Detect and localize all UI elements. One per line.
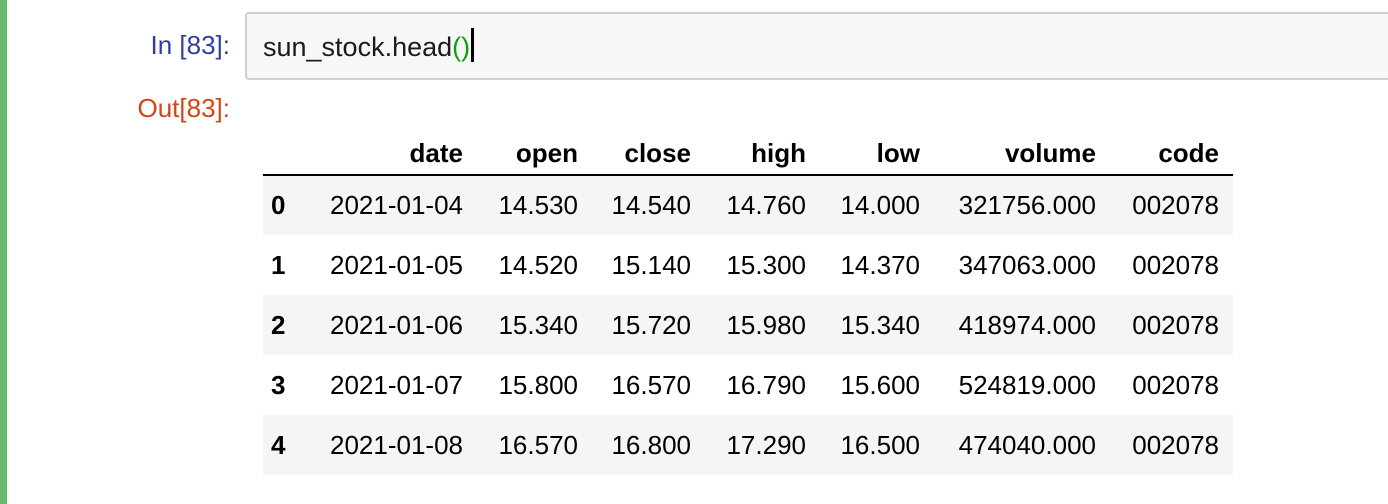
notebook-cell: In [83]: sun_stock.head() Out[83]: date …: [0, 12, 1388, 475]
table-row: 3 2021-01-07 15.800 16.570 16.790 15.600…: [263, 355, 1233, 415]
cell-high: 15.980: [726, 309, 806, 340]
cell-output-area: Out[83]: date open close high low volu: [0, 92, 1388, 475]
cell-open: 16.570: [498, 429, 578, 460]
cell-date: 2021-01-04: [330, 190, 463, 220]
cell-input-area: In [83]: sun_stock.head(): [0, 12, 1388, 80]
column-header-code: code: [1110, 135, 1233, 176]
code-text: sun_stock.head: [263, 32, 453, 62]
column-header-high: high: [705, 135, 820, 176]
cell-low: 15.340: [840, 309, 920, 340]
table-row: 4 2021-01-08 16.570 16.800 17.290 16.500…: [263, 415, 1233, 475]
cell-date: 2021-01-05: [330, 249, 463, 280]
cell-low: 14.000: [840, 190, 920, 220]
column-header-close: close: [592, 135, 705, 176]
row-index: 0: [271, 190, 286, 220]
table-row: 2 2021-01-06 15.340 15.720 15.980 15.340…: [263, 295, 1233, 355]
cell-high: 14.760: [726, 190, 806, 220]
cell-open: 14.520: [498, 249, 578, 280]
cell-open: 14.530: [498, 190, 578, 220]
cell-close: 15.140: [611, 249, 691, 280]
cell-close: 14.540: [611, 190, 691, 220]
cell-volume: 524819.000: [958, 369, 1096, 400]
column-header-low: low: [820, 135, 934, 176]
cell-volume: 321756.000: [958, 190, 1096, 220]
column-header-volume: volume: [934, 135, 1110, 176]
row-index: 2: [271, 309, 286, 340]
row-index: 4: [271, 429, 286, 460]
column-header-open: open: [477, 135, 592, 176]
cell-low: 14.370: [840, 249, 920, 280]
dataframe-table: date open close high low volume code 0 2…: [263, 135, 1233, 475]
cell-close: 16.570: [611, 369, 691, 400]
cell-code: 002078: [1132, 249, 1219, 280]
code-editor[interactable]: sun_stock.head(): [245, 12, 1388, 80]
cell-low: 16.500: [840, 429, 920, 460]
cell-high: 17.290: [726, 429, 806, 460]
cell-code: 002078: [1132, 309, 1219, 340]
cell-code: 002078: [1132, 369, 1219, 400]
cell-close: 16.800: [611, 429, 691, 460]
cell-volume: 418974.000: [958, 309, 1096, 340]
cell-open: 15.800: [498, 369, 578, 400]
column-header-date: date: [297, 135, 477, 176]
selected-cell-edit-mode-bar: [0, 0, 7, 504]
table-row: 1 2021-01-05 14.520 15.140 15.300 14.370…: [263, 235, 1233, 295]
cell-code: 002078: [1132, 190, 1219, 220]
cell-date: 2021-01-06: [330, 309, 463, 340]
input-prompt: In [83]:: [150, 30, 231, 60]
cell-date: 2021-01-08: [330, 429, 463, 460]
cell-code: 002078: [1132, 429, 1219, 460]
cell-low: 15.600: [840, 369, 920, 400]
matching-brackets: (): [452, 32, 471, 62]
cell-close: 15.720: [611, 309, 691, 340]
cell-high: 16.790: [726, 369, 806, 400]
cell-high: 15.300: [726, 249, 806, 280]
table-header-row: date open close high low volume code: [263, 135, 1233, 176]
output-prompt: Out[83]:: [137, 93, 231, 123]
output-subarea: date open close high low volume code 0 2…: [263, 92, 1388, 475]
cell-volume: 347063.000: [958, 249, 1096, 280]
table-row: 0 2021-01-04 14.530 14.540 14.760 14.000…: [263, 175, 1233, 235]
cell-date: 2021-01-07: [330, 369, 463, 400]
row-index: 3: [271, 369, 286, 400]
text-cursor: [471, 28, 475, 62]
row-index: 1: [271, 249, 286, 280]
cell-open: 15.340: [498, 309, 578, 340]
cell-volume: 474040.000: [958, 429, 1096, 460]
index-column-header: [263, 135, 297, 176]
